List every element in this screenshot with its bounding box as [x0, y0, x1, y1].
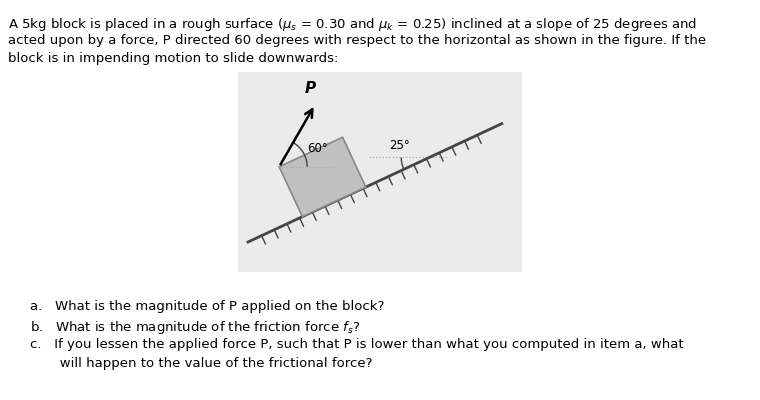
Text: c.   If you lessen the applied force P, such that P is lower than what you compu: c. If you lessen the applied force P, su…: [30, 338, 684, 351]
Text: block is in impending motion to slide downwards:: block is in impending motion to slide do…: [8, 52, 338, 65]
Text: a.   What is the magnitude of P applied on the block?: a. What is the magnitude of P applied on…: [30, 300, 385, 313]
Text: A 5kg block is placed in a rough surface ($\mu_s$ = 0.30 and $\mu_k$ = 0.25) inc: A 5kg block is placed in a rough surface…: [8, 16, 697, 33]
Text: P: P: [305, 82, 315, 96]
Bar: [238, 72, 522, 272]
Text: b.   What is the magnitude of the friction force $f_s$?: b. What is the magnitude of the friction…: [30, 319, 360, 336]
Text: 60°: 60°: [307, 142, 328, 155]
Text: acted upon by a force, P directed 60 degrees with respect to the horizontal as s: acted upon by a force, P directed 60 deg…: [8, 34, 706, 47]
Text: will happen to the value of the frictional force?: will happen to the value of the friction…: [30, 357, 372, 370]
Polygon shape: [279, 137, 366, 217]
Text: 25°: 25°: [389, 140, 410, 152]
